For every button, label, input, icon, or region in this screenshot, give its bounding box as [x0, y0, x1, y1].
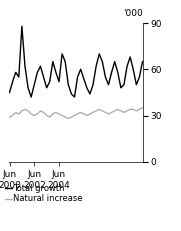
Text: Jun: Jun — [27, 170, 41, 179]
Text: Jun: Jun — [52, 170, 66, 179]
Text: Natural increase: Natural increase — [13, 194, 82, 203]
Text: 2002: 2002 — [23, 181, 46, 190]
Text: '000: '000 — [123, 9, 143, 18]
Text: Jun: Jun — [3, 170, 17, 179]
Text: 2000: 2000 — [0, 181, 21, 190]
Text: Total growth: Total growth — [13, 184, 64, 193]
Text: 2004: 2004 — [48, 181, 70, 190]
